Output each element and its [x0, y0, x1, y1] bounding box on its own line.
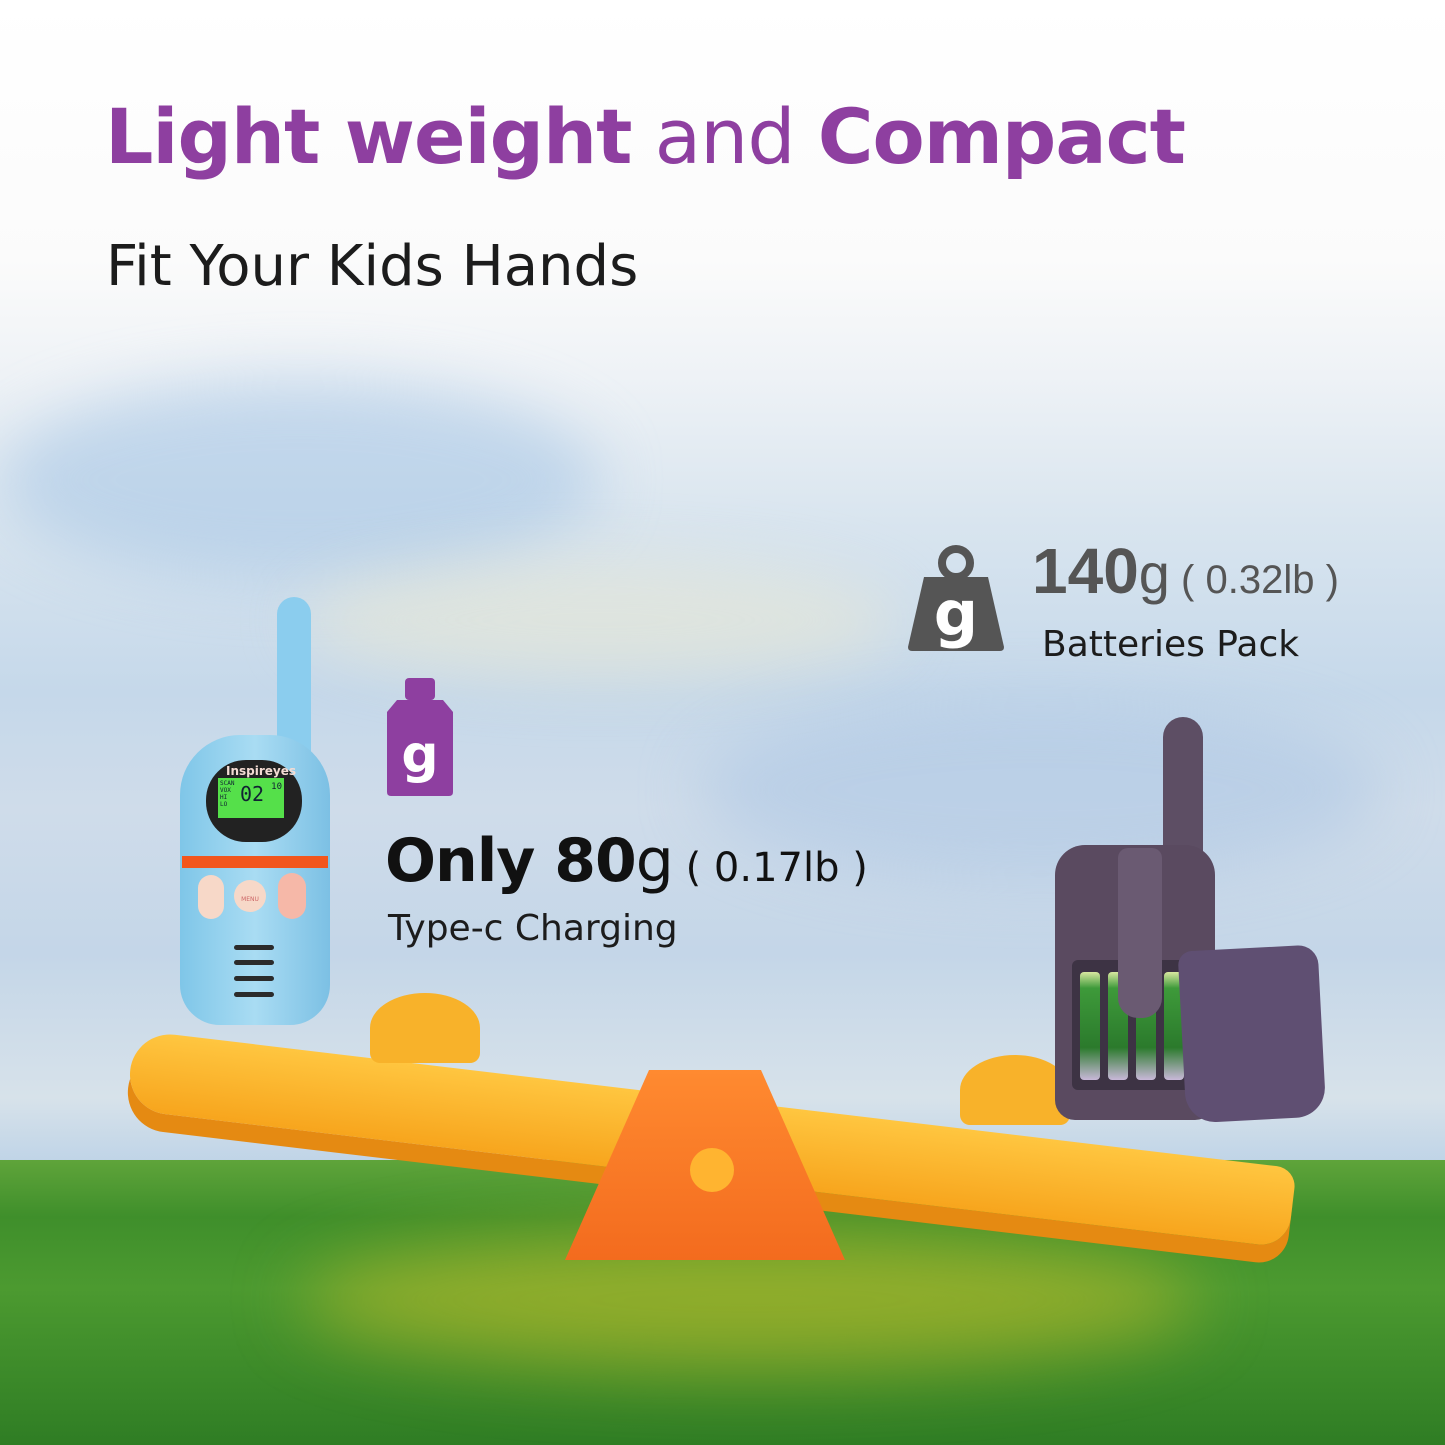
seesaw-handle — [960, 1055, 1070, 1125]
battery-cell — [1164, 972, 1184, 1080]
walkie-screen: SCAN VOX HI LO 02 10 — [206, 760, 302, 842]
speaker-grille — [234, 992, 274, 997]
brand-logo: Inspireyes — [226, 764, 297, 778]
cloud — [700, 700, 1380, 880]
walkie-stripe — [182, 856, 328, 868]
walkie-feature-label: Type-c Charging — [388, 908, 678, 949]
walkie-antenna — [277, 597, 311, 757]
cloud — [300, 560, 900, 680]
weight-icon: g — [387, 678, 453, 796]
speaker-grille — [234, 945, 274, 950]
walkie-antenna — [1163, 717, 1203, 867]
seesaw-handle — [370, 993, 480, 1063]
lcd-modes: SCAN VOX HI LO — [220, 780, 235, 808]
battery-cover — [1177, 944, 1327, 1124]
svg-text:g: g — [934, 577, 978, 650]
speaker-grille — [234, 976, 274, 981]
speaker-grille — [234, 960, 274, 965]
seesaw-pivot — [690, 1148, 734, 1192]
up-down-button — [278, 873, 306, 919]
subtitle: Fit Your Kids Hands — [106, 234, 639, 299]
cloud — [0, 380, 600, 580]
battery-cell — [1080, 972, 1100, 1080]
menu-button: MENU — [234, 880, 266, 912]
svg-text:g: g — [401, 725, 438, 785]
talk-button — [198, 875, 224, 919]
battery-pack-weight: 140g ( 0.32lb ) — [1032, 535, 1339, 607]
headline: Light weight and Compact — [105, 92, 1186, 181]
lcd-channel: 02 — [240, 782, 265, 806]
lcd-display: SCAN VOX HI LO 02 10 — [218, 778, 284, 818]
battery-pack-label: Batteries Pack — [1042, 624, 1300, 665]
lcd-subchannel: 10 — [271, 782, 282, 792]
weight-icon: g — [908, 545, 1004, 651]
walkie-weight: Only 80g ( 0.17lb ) — [385, 826, 868, 896]
belt-clip — [1118, 848, 1162, 1018]
